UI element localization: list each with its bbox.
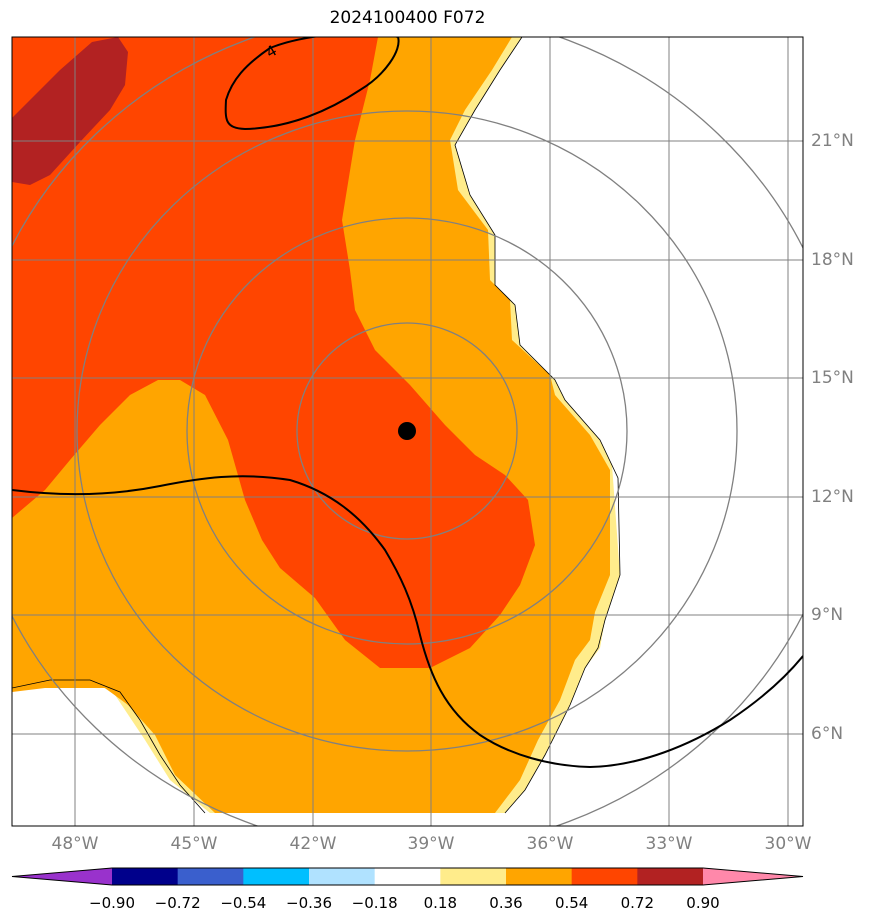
colorbar-segment bbox=[506, 868, 573, 885]
colorbar-tick-label: −0.90 bbox=[89, 894, 135, 912]
colorbar-segment bbox=[243, 868, 310, 885]
storm-center-marker bbox=[398, 422, 416, 440]
colorbar-segment bbox=[309, 868, 376, 885]
colorbar-tick-label: −0.18 bbox=[351, 894, 398, 912]
lon-label-39w: 39°W bbox=[407, 834, 455, 854]
colorbar-tick-label: 0.54 bbox=[554, 894, 589, 912]
contour-line-main bbox=[12, 475, 803, 769]
map-frame bbox=[11, 36, 804, 827]
contour-line-closed bbox=[224, 37, 400, 131]
lat-label-21n: 21°N bbox=[811, 131, 854, 151]
lat-label-15n: 15°N bbox=[811, 368, 854, 388]
colorbar-tick-label: −0.54 bbox=[220, 894, 267, 912]
shading-edge-southwest bbox=[12, 679, 206, 814]
colorbar-segment bbox=[374, 868, 441, 885]
graticule bbox=[12, 37, 803, 826]
colorbar-segment bbox=[112, 868, 179, 885]
colorbar-tick-label: 0.18 bbox=[423, 894, 458, 912]
colorbar-segment bbox=[177, 868, 244, 885]
lat-label-18n: 18°N bbox=[811, 250, 854, 270]
colorbar-tick-label: −0.36 bbox=[286, 894, 332, 912]
lat-label-9n: 9°N bbox=[811, 605, 844, 625]
lon-label-48w: 48°W bbox=[51, 834, 99, 854]
colorbar-tick-label: −0.72 bbox=[154, 894, 201, 912]
colorbar-segment bbox=[637, 868, 704, 885]
map-plot: 4 bbox=[11, 36, 804, 827]
map-title: 2024100400 F072 bbox=[329, 8, 486, 28]
fill-dark-red bbox=[12, 37, 128, 185]
colorbar bbox=[11, 867, 804, 886]
lon-label-45w: 45°W bbox=[170, 834, 218, 854]
lon-label-33w: 33°W bbox=[645, 834, 693, 854]
colorbar-tick-label: 0.72 bbox=[620, 894, 655, 912]
lon-label-36w: 36°W bbox=[526, 834, 574, 854]
lon-label-42w: 42°W bbox=[289, 834, 337, 854]
lon-label-30w: 30°W bbox=[764, 834, 812, 854]
colorbar-tick-label: 0.90 bbox=[686, 894, 720, 912]
range-rings bbox=[12, 37, 803, 826]
colorbar-extend-min bbox=[12, 868, 112, 885]
colorbar-segment bbox=[440, 868, 507, 885]
lat-label-12n: 12°N bbox=[811, 487, 854, 507]
fill-red-orange bbox=[12, 37, 535, 668]
shading-edge bbox=[454, 37, 621, 814]
colorbar-tick-label: 0.36 bbox=[489, 894, 523, 912]
colorbar-extend-max bbox=[703, 868, 803, 885]
colorbar-segment bbox=[571, 868, 638, 885]
lat-label-6n: 6°N bbox=[811, 724, 844, 744]
